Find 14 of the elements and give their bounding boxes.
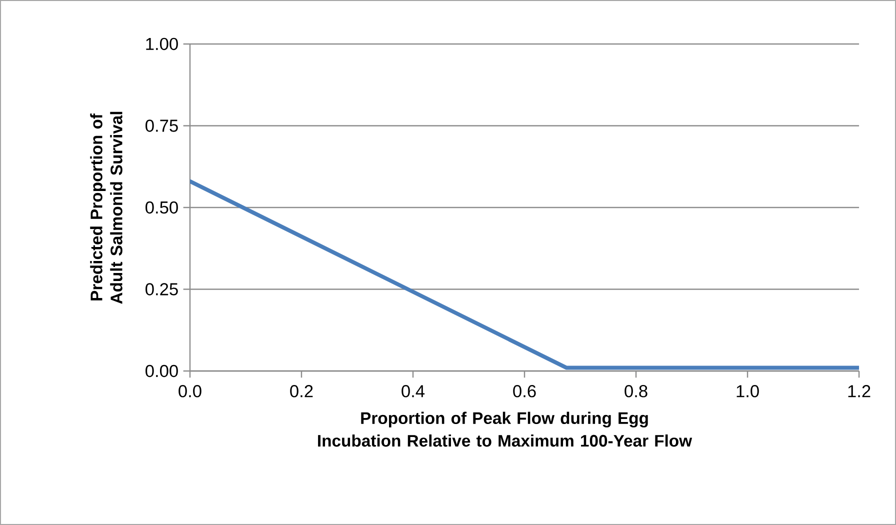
x-axis-title: Proportion of Peak Flow during Egg Incubation Relative to Maximum 100-Year Flow <box>318 412 692 447</box>
x-tick-label: 0.4 <box>402 385 425 398</box>
y-tick-label: 0.50 <box>146 201 178 214</box>
x-tick-label: 0.0 <box>178 385 202 398</box>
x-tick-label: 0.6 <box>513 385 536 398</box>
x-tick-label: 0.8 <box>624 385 648 398</box>
x-tick-label: 0.2 <box>290 385 313 398</box>
y-tick-label: 1.00 <box>146 38 178 50</box>
y-axis-title: Predicted Proportion of Adult Salmonid Survival <box>90 112 122 304</box>
x-tick-label: 1.2 <box>848 385 870 398</box>
y-tick-label: 0.00 <box>146 364 178 378</box>
y-tick-label: 0.75 <box>146 120 178 132</box>
y-tick-label: 0.25 <box>146 283 178 296</box>
x-tick-label: 1.0 <box>736 385 759 398</box>
